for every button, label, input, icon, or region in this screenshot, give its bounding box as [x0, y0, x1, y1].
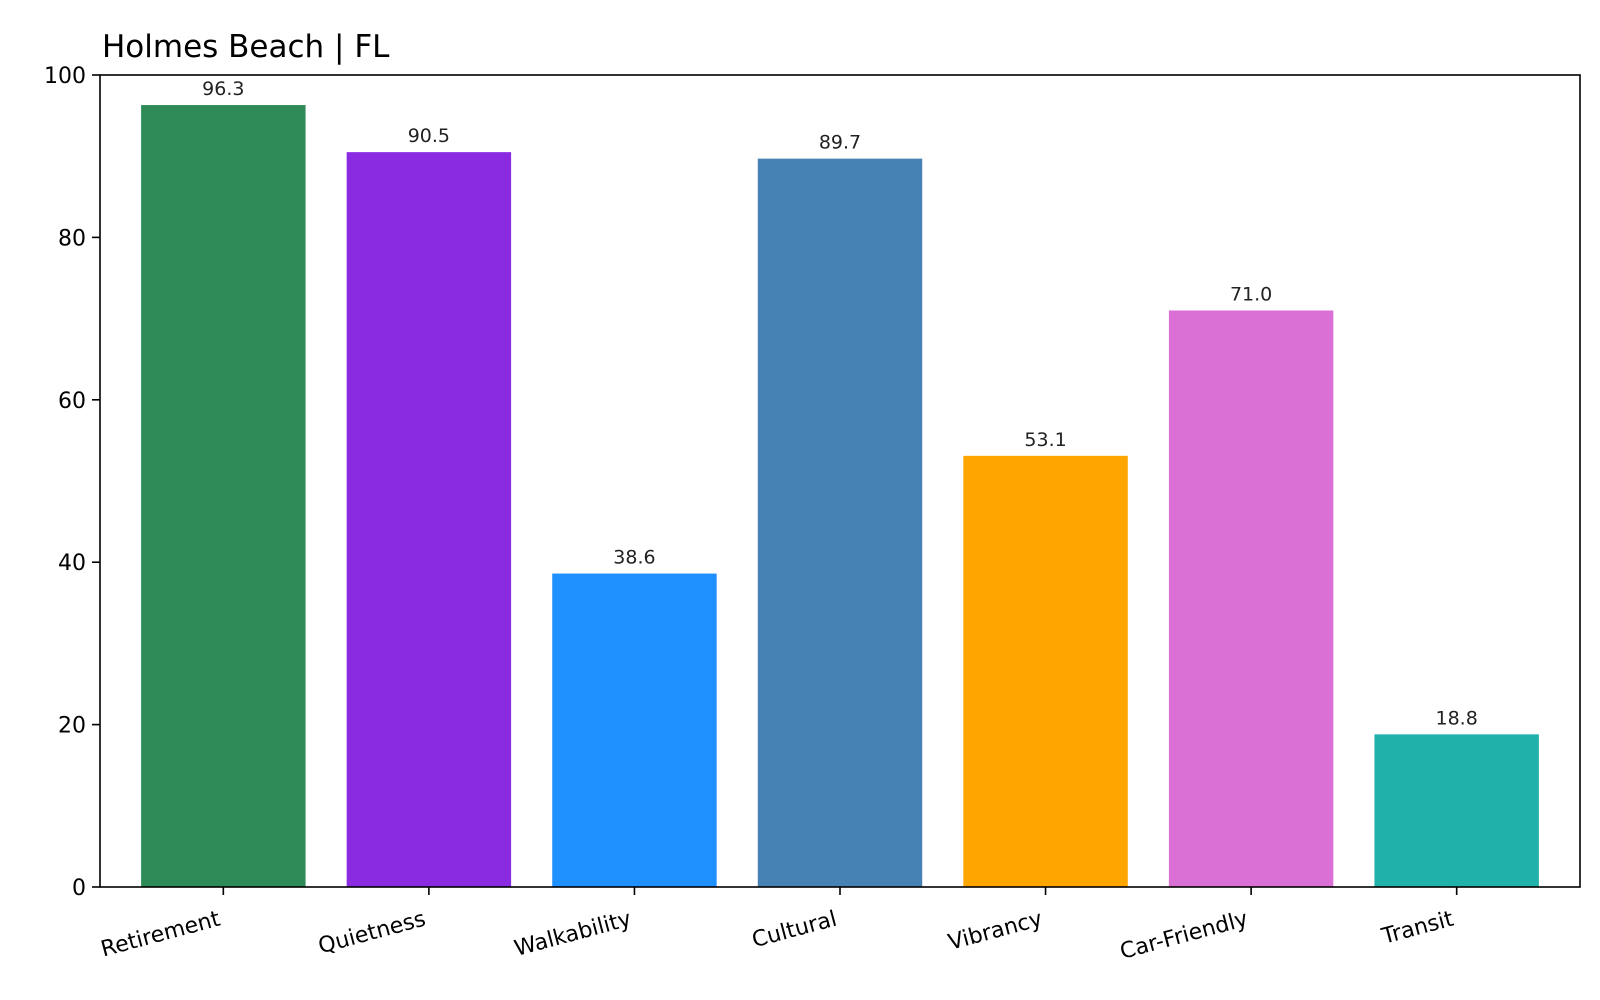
bar-value-label: 96.3 — [202, 78, 244, 100]
y-tick-label: 0 — [72, 876, 86, 901]
y-tick-label: 20 — [58, 714, 86, 739]
bar-cultural — [757, 158, 923, 888]
x-tick-label: Quietness — [316, 907, 429, 960]
bar-value-label: 18.8 — [1436, 707, 1478, 729]
bar-transit — [1374, 734, 1539, 887]
y-axis: 0 20 40 60 80 100 — [44, 64, 100, 901]
x-tick-label: Cultural — [749, 907, 839, 954]
bar-value-label: 53.1 — [1024, 429, 1066, 451]
y-tick-label: 80 — [58, 226, 86, 251]
x-tick-label: Vibrancy — [946, 907, 1045, 956]
bar-retirement — [141, 105, 306, 887]
x-tick-label: Transit — [1378, 907, 1456, 950]
bar-value-label: 89.7 — [819, 132, 861, 154]
plot-frame — [99, 74, 1581, 888]
bar-vibrancy — [963, 455, 1128, 887]
y-tick-label: 100 — [44, 64, 86, 89]
bars-group — [141, 105, 1539, 888]
x-axis: Retirement Quietness Walkability Cultural Vi… — [98, 887, 1458, 965]
bar-value-labels: 96.3 90.5 38.6 89.7 53.1 71.0 18.8 — [202, 78, 1478, 729]
y-tick-label: 40 — [58, 551, 86, 576]
bar-value-label: 71.0 — [1230, 283, 1272, 305]
bar-quietness — [346, 152, 512, 887]
bar-value-label: 90.5 — [408, 125, 450, 147]
chart-title: Holmes Beach | FL — [102, 29, 390, 65]
x-tick-label: Car-Friendly — [1117, 907, 1250, 965]
bar-walkability — [552, 573, 717, 887]
x-tick-label: Retirement — [98, 907, 223, 963]
y-tick-label: 60 — [58, 389, 86, 414]
x-tick-label: Walkability — [512, 907, 634, 962]
bar-value-label: 38.6 — [613, 547, 655, 569]
bar-car-friendly — [1168, 310, 1334, 888]
